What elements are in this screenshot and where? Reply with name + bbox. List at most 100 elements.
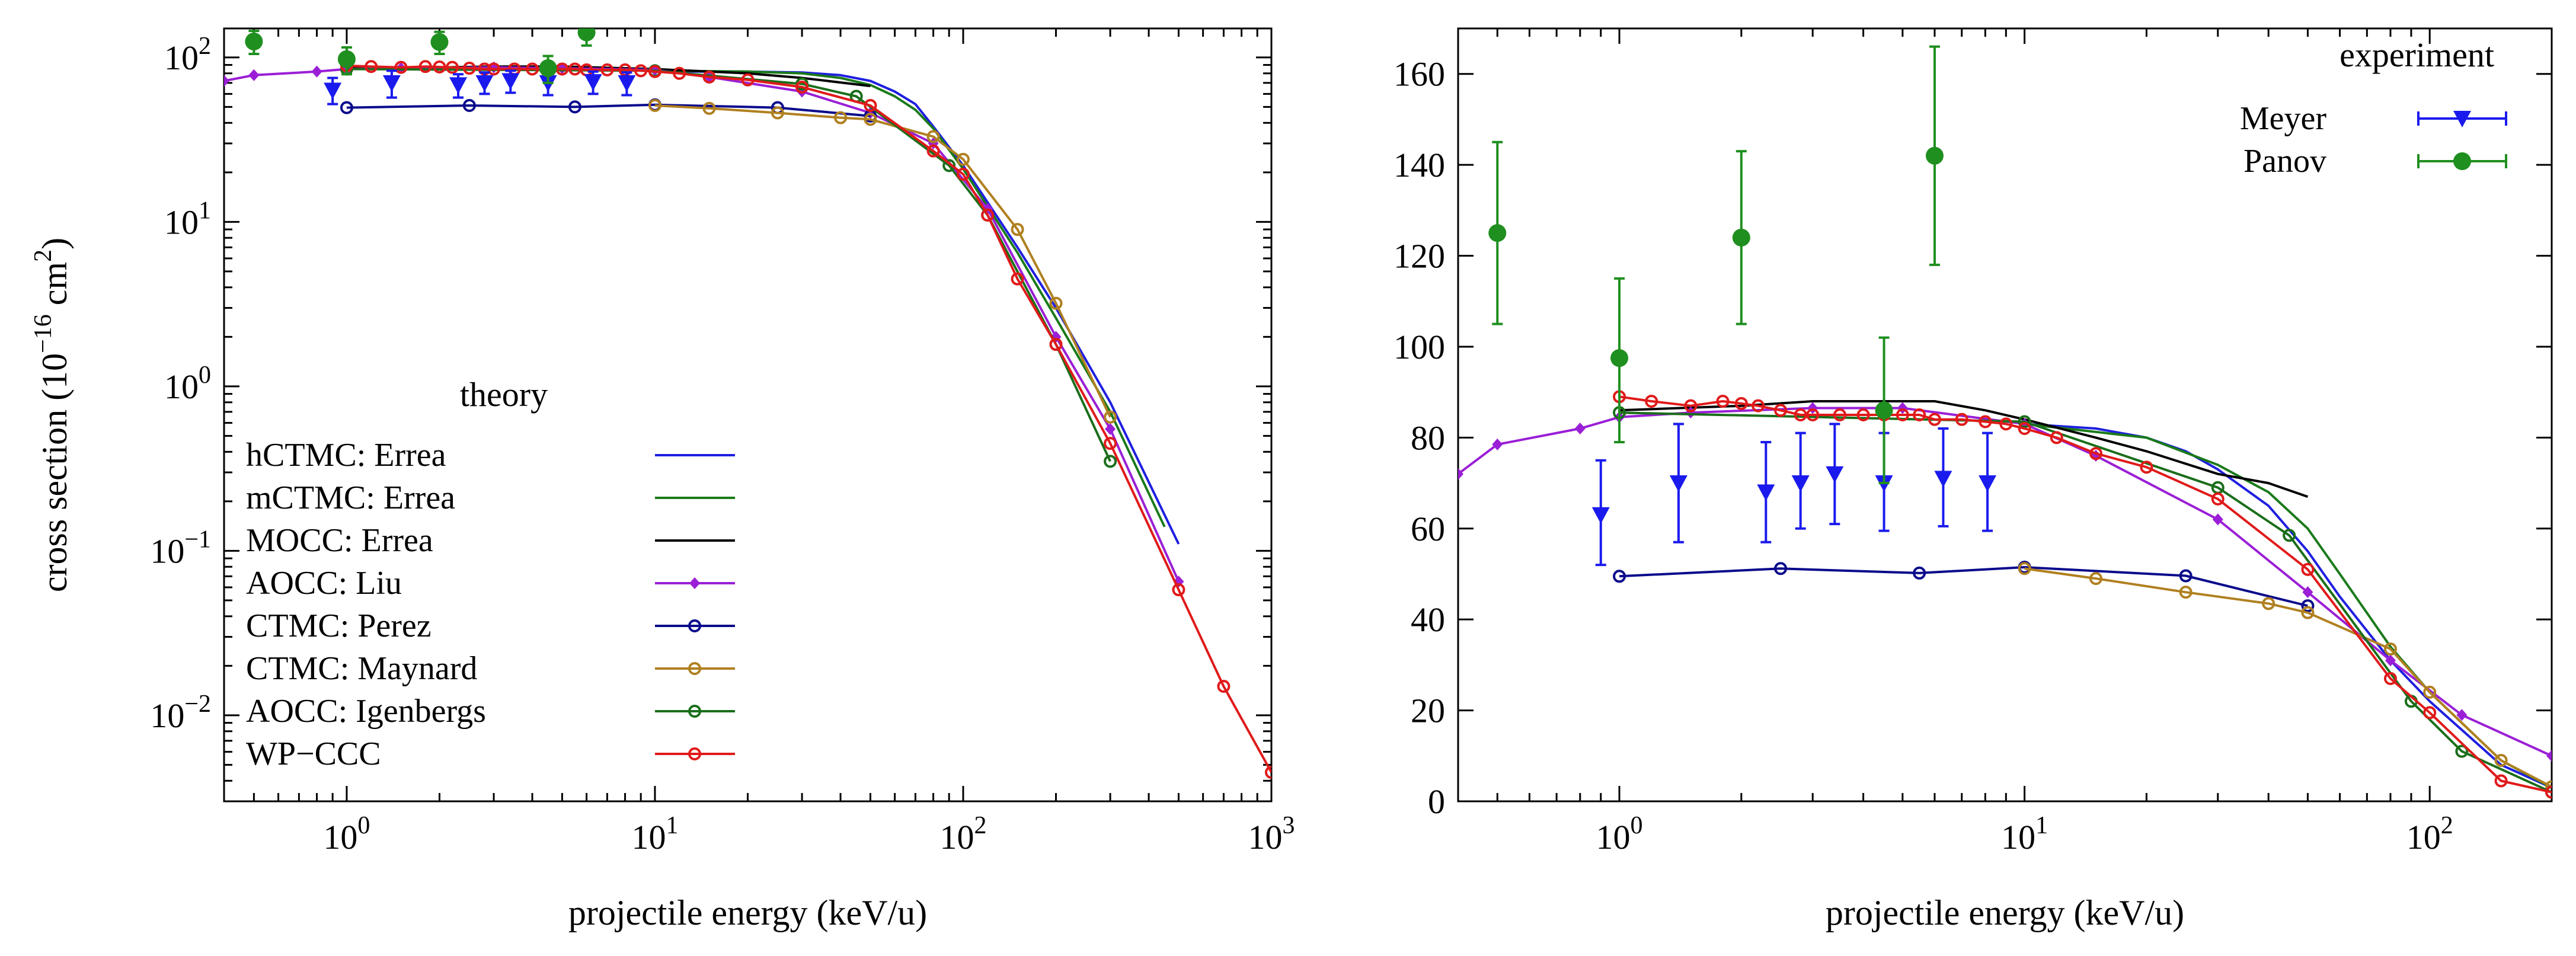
legend-label: CTMC: Maynard — [246, 650, 477, 687]
legend-label: AOCC: Igenbergs — [246, 693, 486, 730]
data-point — [1955, 413, 1968, 426]
legend-marker — [688, 705, 701, 718]
experiment-point — [324, 82, 342, 100]
data-point — [771, 106, 784, 120]
legend-label: MOCC: Errea — [246, 522, 433, 559]
y-tick-label: 100 — [1394, 328, 1445, 366]
legend-title: theory — [460, 375, 548, 414]
y-tick-label: 10−1 — [150, 526, 211, 570]
experiment-point — [1875, 401, 1893, 420]
data-point — [2050, 431, 2063, 445]
data-point — [2212, 513, 2223, 526]
series-line — [2024, 567, 2552, 788]
data-point — [487, 62, 501, 76]
experiment-point — [1934, 471, 1952, 488]
data-point — [1265, 766, 1271, 779]
data-point — [926, 130, 940, 143]
data-point — [2423, 706, 2437, 720]
series-line — [346, 103, 871, 117]
data-point — [462, 62, 476, 75]
data-point — [1999, 417, 2013, 431]
data-point — [702, 101, 716, 115]
data-point — [741, 73, 755, 87]
data-point — [1774, 562, 1788, 575]
data-point — [418, 60, 432, 73]
experiment-point — [1826, 466, 1844, 483]
data-point — [673, 66, 686, 80]
data-point — [1979, 415, 1992, 429]
data-point — [956, 167, 970, 181]
data-point — [1645, 394, 1658, 408]
x-tick-label: 100 — [1596, 812, 1643, 856]
legend-label: CTMC: Perez — [246, 608, 432, 644]
data-point — [2211, 492, 2225, 506]
x-axis-title: projectile energy (keV/u) — [568, 893, 927, 932]
data-point — [1458, 468, 1463, 480]
experiment-point — [337, 50, 356, 68]
experiment-point — [449, 77, 468, 94]
data-point — [1104, 410, 1117, 424]
data-point — [1794, 408, 1807, 421]
y-tick-label: 80 — [1411, 418, 1445, 457]
data-point — [1104, 455, 1117, 468]
y-tick-label: 101 — [164, 197, 211, 241]
data-point — [1896, 408, 1909, 421]
data-point — [1492, 438, 1503, 450]
data-point — [864, 99, 877, 113]
data-point — [702, 70, 716, 84]
data-point — [2383, 672, 2397, 685]
y-tick-label: 140 — [1394, 146, 1445, 184]
data-point — [224, 75, 229, 87]
data-point — [340, 101, 353, 114]
experiment-point — [577, 28, 596, 41]
data-point — [648, 99, 661, 113]
data-point — [795, 80, 809, 94]
experiment-point — [501, 73, 520, 90]
legend-label: WP−CCC — [246, 736, 381, 772]
x-tick-label: 101 — [2001, 812, 2048, 856]
data-point — [1833, 408, 1846, 421]
plot-frame — [1457, 27, 2553, 802]
right-chart-panel: 100 101 102 0 20 40 60 80 100 120 140 160 projectile… — [1394, 27, 2553, 932]
data-point — [956, 152, 970, 166]
data-point — [568, 100, 581, 114]
plot-area — [224, 28, 1271, 779]
data-point — [1856, 408, 1870, 421]
series-line — [1458, 407, 2552, 757]
data-point — [864, 113, 877, 126]
legend-label: AOCC: Liu — [246, 565, 402, 602]
legend-marker — [688, 619, 701, 632]
legend-marker — [689, 577, 700, 589]
data-point — [2423, 685, 2437, 699]
series-line — [1619, 400, 2309, 498]
data-point — [248, 69, 260, 81]
data-point — [1928, 413, 1941, 426]
experiment-point — [1591, 507, 1610, 524]
data-point — [1913, 566, 1926, 580]
x-tick-label: 100 — [323, 812, 370, 856]
data-point — [526, 62, 539, 76]
data-point — [981, 208, 995, 222]
y-tick-label: 40 — [1411, 600, 1445, 639]
experiment-point — [245, 32, 263, 50]
data-point — [1574, 423, 1586, 435]
data-point — [1011, 223, 1024, 236]
experiment-point — [1610, 349, 1629, 367]
data-point — [2283, 529, 2296, 542]
experiment-point — [1791, 475, 1810, 493]
data-point — [446, 60, 459, 74]
data-point — [1049, 296, 1063, 310]
data-point — [2455, 744, 2469, 758]
data-point — [600, 63, 614, 76]
data-point — [2089, 572, 2102, 586]
experiment-point — [539, 59, 557, 78]
data-point — [365, 60, 378, 73]
data-point — [2302, 586, 2313, 599]
series-line — [1619, 395, 2552, 794]
data-point — [2301, 599, 2315, 613]
data-point — [2179, 569, 2193, 583]
data-point — [1104, 437, 1117, 450]
data-point — [2545, 780, 2552, 794]
data-point — [1172, 583, 1185, 597]
